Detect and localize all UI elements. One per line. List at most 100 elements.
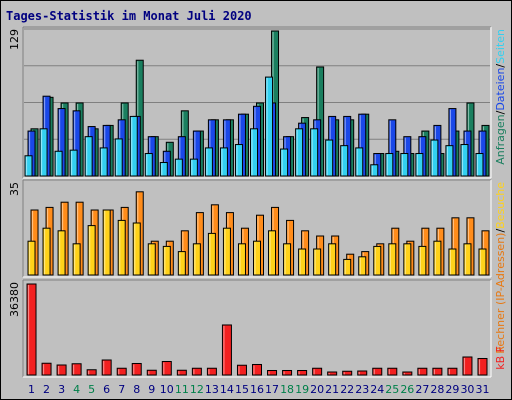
bar-seiten-day-17 xyxy=(265,76,274,177)
series-label-right-label-bot: kB F xyxy=(494,346,507,370)
bar-besuche-day-13 xyxy=(207,232,216,276)
bar-seiten-day-2 xyxy=(39,128,48,177)
x-tick-label: 3 xyxy=(58,383,65,396)
bar-kb-f-day-14 xyxy=(221,324,232,376)
bar-seiten-day-25 xyxy=(385,153,394,177)
bar-seiten-day-23 xyxy=(355,147,364,177)
bar-seiten-day-4 xyxy=(69,149,78,177)
series-label-right-label-top: Anfragen/Dateien/Seiten xyxy=(494,29,507,165)
panel-3 xyxy=(22,279,492,378)
bar-besuche-day-23 xyxy=(358,256,367,276)
bar-kb-f-day-7 xyxy=(116,367,127,376)
series-label-part: Besuche xyxy=(494,182,507,229)
x-tick-label: 15 xyxy=(235,383,249,396)
bar-kb-f-day-29 xyxy=(447,367,458,376)
bar-kb-f-day-1 xyxy=(26,283,37,376)
bar-seiten-day-16 xyxy=(250,128,258,177)
bar-besuche-day-27 xyxy=(418,245,427,276)
bar-kb-f-day-20 xyxy=(312,367,323,376)
bar-kb-f-day-24 xyxy=(372,367,383,376)
x-tick-label: 28 xyxy=(430,383,444,396)
x-tick-label: 1 xyxy=(28,383,35,396)
series-label-part: Rechner (IP-Adressen) xyxy=(494,233,507,354)
bar-besuche-day-10 xyxy=(162,245,171,276)
y-max-label: 35 xyxy=(8,182,21,196)
bar-besuche-day-18 xyxy=(283,243,292,276)
bar-besuche-day-30 xyxy=(463,243,472,276)
x-tick-label: 31 xyxy=(475,383,489,396)
x-tick-label: 22 xyxy=(340,383,354,396)
x-tick-label: 2 xyxy=(43,383,50,396)
x-tick-label: 7 xyxy=(118,383,125,396)
bar-besuche-day-26 xyxy=(403,243,412,276)
panel-2 xyxy=(22,179,492,278)
series-label-part: / xyxy=(494,229,507,233)
bar-kb-f-day-22 xyxy=(342,370,353,376)
bar-kb-f-day-9 xyxy=(146,369,157,376)
bar-besuche-day-21 xyxy=(328,243,337,276)
bar-seiten-day-6 xyxy=(99,147,108,177)
x-tick-label: 4 xyxy=(73,383,80,396)
bar-kb-f-day-21 xyxy=(327,371,338,376)
bar-kb-f-day-6 xyxy=(101,359,112,376)
bar-besuche-day-9 xyxy=(147,243,156,276)
bar-kb-f-day-31 xyxy=(477,357,488,376)
x-tick-label: 6 xyxy=(103,383,110,396)
x-tick-label: 17 xyxy=(265,383,279,396)
bar-kb-f-day-27 xyxy=(417,367,428,376)
bar-besuche-day-8 xyxy=(132,222,141,276)
x-tick-label: 18 xyxy=(280,383,294,396)
bar-besuche-day-19 xyxy=(298,248,307,276)
panel-background xyxy=(23,280,491,377)
bar-kb-f-day-8 xyxy=(131,362,142,376)
x-tick-label: 21 xyxy=(325,383,339,396)
bar-besuche-day-17 xyxy=(268,230,277,276)
x-tick-label: 16 xyxy=(250,383,264,396)
bar-seiten-day-10 xyxy=(159,162,168,177)
bar-besuche-day-11 xyxy=(177,251,186,276)
series-besuche xyxy=(27,209,487,276)
bar-kb-f-day-13 xyxy=(206,367,217,376)
bar-kb-f-day-11 xyxy=(176,369,187,376)
bar-besuche-day-2 xyxy=(42,227,51,276)
bar-seiten-day-8 xyxy=(129,115,138,177)
bar-besuche-day-24 xyxy=(373,245,382,276)
x-tick-label: 14 xyxy=(220,383,234,396)
x-tick-label: 10 xyxy=(160,383,174,396)
bar-seiten-day-30 xyxy=(460,144,469,177)
bar-besuche-day-7 xyxy=(117,219,126,276)
x-tick-label: 23 xyxy=(355,383,369,396)
bar-seiten-day-12 xyxy=(189,158,198,177)
x-tick-label: 27 xyxy=(415,383,429,396)
bar-kb-f-day-26 xyxy=(402,371,413,376)
x-axis-labels: 1 2 3 4 5 6 7 8 9 10 11 12 13 14 15 16 17 18 19 20 21 22 23 24 2… xyxy=(28,383,489,396)
bar-seiten-day-18 xyxy=(280,148,289,177)
bar-seiten-day-15 xyxy=(234,144,243,177)
series-label-part: / xyxy=(494,64,507,68)
bar-seiten-day-5 xyxy=(84,136,93,177)
y-max-label: 36380 xyxy=(8,282,21,317)
bar-seiten-day-20 xyxy=(310,128,319,177)
bar-seiten-day-22 xyxy=(340,145,349,177)
bar-seiten-day-7 xyxy=(114,138,123,177)
bar-seiten-day-28 xyxy=(430,139,439,177)
bar-besuche-day-22 xyxy=(343,258,352,276)
bar-besuche-day-25 xyxy=(388,243,397,276)
bar-besuche-day-29 xyxy=(448,248,457,276)
bar-besuche-day-3 xyxy=(57,230,66,276)
bar-besuche-day-20 xyxy=(313,248,322,276)
y-max-label: 129 xyxy=(8,29,21,50)
bar-besuche-day-28 xyxy=(433,240,442,276)
series-label-part: Anfragen xyxy=(494,114,507,164)
x-tick-label: 5 xyxy=(88,383,95,396)
bar-kb-f-day-10 xyxy=(161,360,172,376)
x-tick-label: 26 xyxy=(400,383,414,396)
bar-kb-f-day-12 xyxy=(191,367,202,376)
x-tick-label: 30 xyxy=(460,383,474,396)
bar-kb-f-day-25 xyxy=(387,367,398,376)
series-label-part: kB F xyxy=(494,346,507,370)
bar-besuche-day-5 xyxy=(87,225,96,276)
series-label-part: / xyxy=(494,110,507,114)
bar-besuche-day-31 xyxy=(478,248,487,276)
x-tick-label: 8 xyxy=(133,383,140,396)
